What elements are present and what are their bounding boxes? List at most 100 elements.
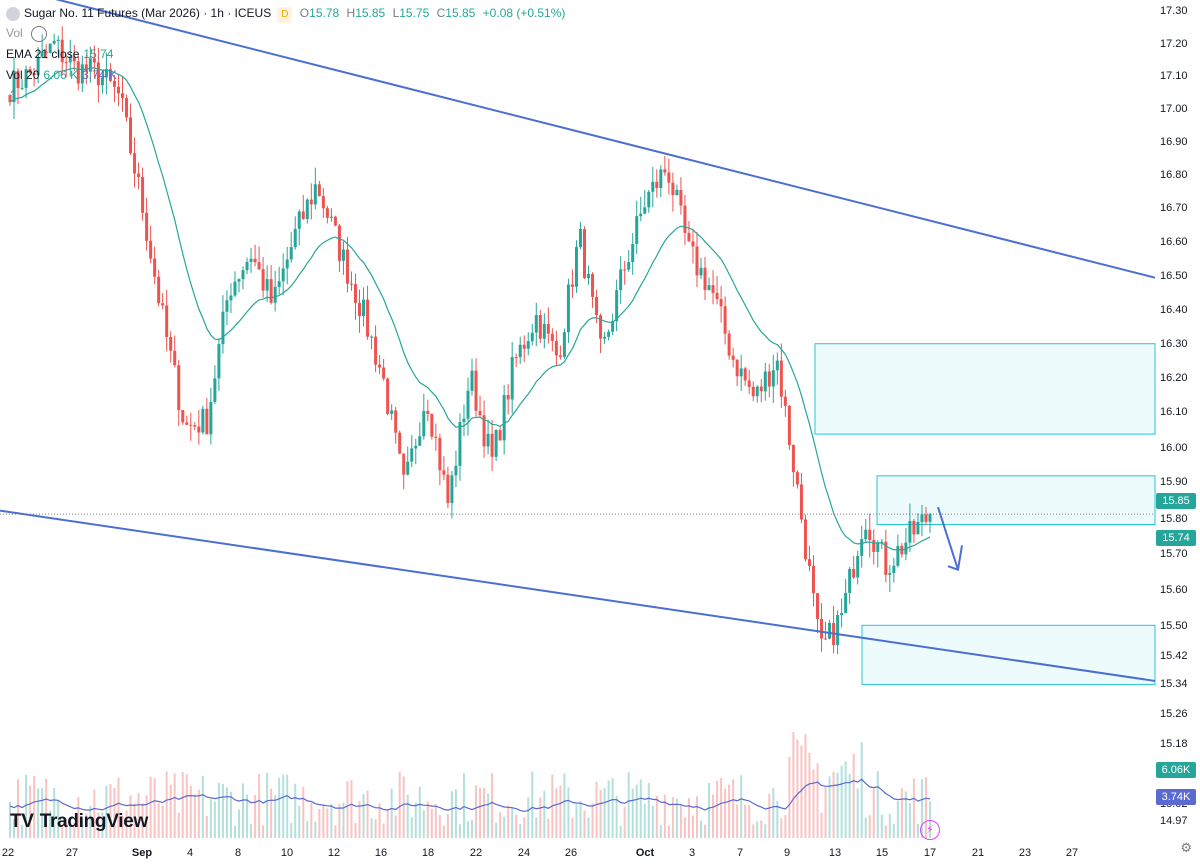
volume-bar: [149, 776, 152, 838]
candle-body: [72, 56, 76, 62]
candle-body: [896, 545, 900, 566]
candle-body: [442, 470, 446, 475]
time-axis: 22 27 Sep 4 8 10 12 16 18 22 24 26 Oct 3 7 9 13 15 17 21 23 2…: [2, 847, 1078, 859]
candle-body: [309, 199, 313, 205]
settings-icon[interactable]: ⚙: [1180, 840, 1192, 855]
candle-body: [928, 514, 932, 522]
volume-bar: [366, 790, 369, 838]
volume-bar: [254, 795, 257, 838]
volume-bar: [93, 789, 96, 838]
volume-bar: [912, 778, 915, 838]
volume-bar: [466, 821, 469, 838]
volume-bar: [181, 772, 184, 838]
time-tick-label: 16: [375, 847, 387, 859]
candle-body: [370, 336, 374, 338]
candle-body: [68, 56, 72, 63]
candle-body: [120, 93, 124, 99]
volume-legend[interactable]: Vol: [6, 25, 51, 42]
volume-bar: [704, 824, 707, 838]
candle-body: [116, 86, 120, 94]
volume-bar: [543, 790, 546, 838]
candle-body: [663, 169, 667, 173]
volume-bar: [25, 774, 28, 838]
candle-body: [418, 436, 422, 446]
candle-body: [904, 542, 908, 555]
candle-body: [578, 228, 582, 248]
candle-body: [394, 410, 398, 433]
candle-body: [80, 64, 84, 84]
candle-body: [88, 58, 92, 72]
candle-body: [647, 191, 651, 208]
volume-bar: [330, 804, 333, 838]
candle-body: [643, 207, 647, 214]
candle-body: [157, 276, 161, 304]
volume-bar: [768, 793, 771, 838]
candle-body: [735, 359, 739, 377]
candle-body: [811, 566, 815, 594]
candle-body: [695, 246, 699, 276]
volume-bar: [314, 821, 317, 838]
volume-bar: [828, 776, 831, 838]
candle-body: [84, 64, 88, 72]
candle-body: [924, 514, 928, 522]
volume-bar: [736, 804, 739, 838]
candle-body: [486, 433, 490, 447]
volume-bar: [868, 815, 871, 838]
volume-bar: [57, 799, 60, 838]
volume-bar: [350, 780, 353, 838]
volume-bar: [434, 804, 437, 838]
volume-bar: [141, 803, 144, 838]
volume-bar: [454, 789, 457, 838]
candle-body: [245, 261, 249, 271]
volume-bar: [41, 787, 44, 838]
candle-body: [317, 184, 321, 197]
volume-bar: [908, 802, 911, 838]
volume-bar: [479, 787, 482, 838]
ema-legend[interactable]: EMA 21 close 15.74: [6, 47, 114, 61]
candle-body: [165, 305, 169, 338]
volume-bar: [635, 784, 638, 838]
volume-bar: [37, 788, 40, 838]
volume-bar: [177, 812, 180, 838]
volume-bar: [844, 761, 847, 838]
volume-bar: [266, 772, 269, 838]
volume-bar: [655, 795, 658, 838]
candle-body: [301, 211, 305, 219]
volume-bar: [708, 782, 711, 838]
volume-bar: [575, 804, 578, 838]
candle-body: [530, 332, 534, 342]
candle-body: [803, 519, 807, 560]
collapse-legend-icon[interactable]: ⌃: [8, 88, 19, 102]
volume-bar: [193, 794, 196, 838]
volume-bar: [888, 813, 891, 838]
volume-bar: [374, 819, 377, 838]
volume-bar: [205, 815, 208, 838]
candle-body: [133, 153, 137, 174]
time-tick-label: 12: [328, 847, 340, 859]
candle-body: [691, 241, 695, 247]
volume-bar: [310, 802, 313, 838]
price-tick-label: 15.60: [1160, 584, 1188, 596]
time-tick-label: 22: [470, 847, 482, 859]
volume-bar: [679, 804, 682, 838]
vol20-legend[interactable]: Vol 20 6.06 K 3.74 K: [6, 68, 117, 82]
volume-bar: [824, 786, 827, 838]
candle-body: [229, 295, 233, 301]
candle-body: [675, 189, 679, 196]
volume-bar: [65, 819, 68, 838]
volume-bar: [856, 788, 859, 838]
volume-bar: [61, 825, 64, 838]
candle-body: [64, 62, 68, 64]
chart-legend-title[interactable]: Sugar No. 11 Futures (Mar 2026) · 1h · I…: [6, 5, 569, 23]
visibility-off-icon[interactable]: [30, 25, 47, 42]
volume-bar: [274, 795, 277, 838]
candle-body: [868, 529, 872, 541]
candle-body: [526, 341, 530, 349]
lightning-icon[interactable]: ⚡: [920, 820, 940, 840]
volume-bar: [133, 803, 136, 838]
volume-bar: [643, 803, 646, 838]
candle-body: [876, 542, 880, 552]
volume-bar: [523, 817, 526, 838]
candle-body: [32, 72, 36, 76]
